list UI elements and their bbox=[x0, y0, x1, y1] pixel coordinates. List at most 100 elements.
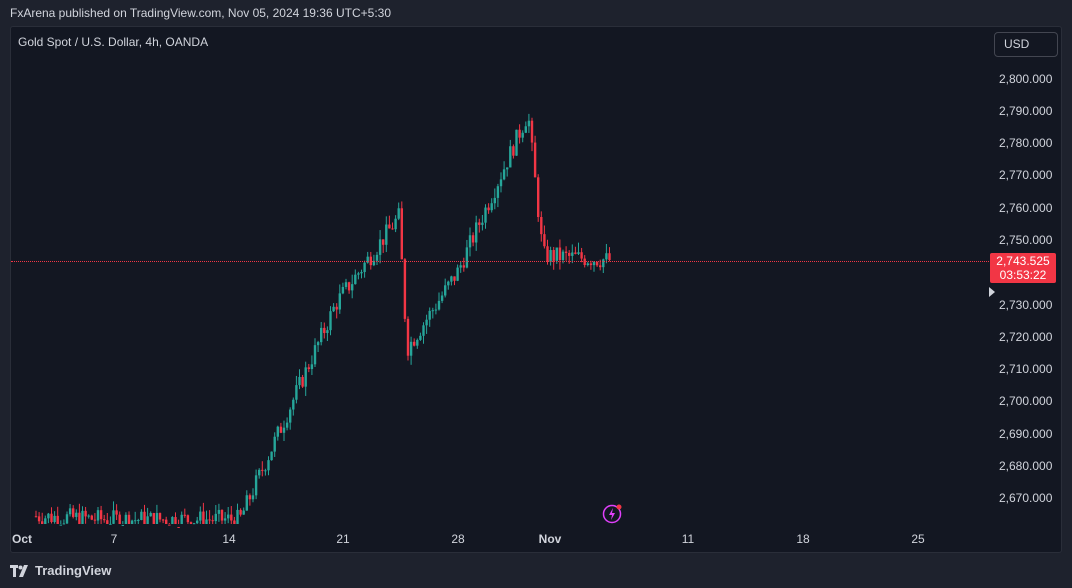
candle-body bbox=[555, 247, 558, 261]
candle-body bbox=[577, 252, 580, 254]
scroll-right-arrow-icon[interactable] bbox=[989, 287, 995, 297]
candle-body bbox=[316, 342, 320, 346]
candle-body bbox=[37, 516, 41, 522]
chart-pane[interactable] bbox=[10, 26, 1062, 553]
date-tick: 18 bbox=[796, 532, 810, 546]
candle-body bbox=[366, 256, 369, 263]
candle-body bbox=[338, 293, 341, 310]
candle-body bbox=[220, 509, 224, 521]
candle-body bbox=[450, 276, 453, 282]
price-tick: 2,690.000 bbox=[999, 427, 1053, 441]
candle-body bbox=[236, 509, 239, 524]
candle-body bbox=[301, 376, 304, 387]
candle-body bbox=[487, 207, 490, 211]
candle-body bbox=[521, 132, 524, 138]
candle-body bbox=[409, 341, 413, 356]
date-tick: 7 bbox=[110, 532, 118, 546]
candle-body bbox=[496, 186, 500, 198]
candle-body bbox=[471, 235, 475, 243]
candle-body bbox=[375, 254, 379, 261]
candle-body bbox=[90, 515, 93, 520]
candle-body bbox=[161, 519, 165, 521]
candle-body bbox=[484, 207, 487, 223]
price-tick: 2,780.000 bbox=[999, 136, 1053, 150]
candle-body bbox=[78, 512, 81, 524]
candle-body bbox=[592, 261, 596, 266]
candle-body bbox=[341, 286, 345, 294]
candle-body bbox=[574, 252, 577, 254]
candle-body bbox=[75, 512, 78, 517]
candle-body bbox=[134, 520, 137, 522]
candle-body bbox=[406, 318, 410, 356]
candle-body bbox=[106, 520, 109, 524]
candle-body bbox=[137, 520, 140, 522]
date-tick: 11 bbox=[681, 532, 695, 546]
candle-body bbox=[385, 224, 388, 245]
price-tick: 2,790.000 bbox=[999, 104, 1053, 118]
candle-body bbox=[183, 514, 186, 516]
candle-body bbox=[118, 514, 121, 524]
price-tick: 2,700.000 bbox=[999, 394, 1053, 408]
candle-body bbox=[459, 265, 462, 268]
candle-body bbox=[413, 341, 416, 346]
candle-body bbox=[171, 517, 174, 524]
candle-body bbox=[499, 179, 503, 187]
candle-body bbox=[558, 247, 562, 261]
tradingview-logo-icon bbox=[10, 564, 28, 577]
date-tick: 28 bbox=[451, 532, 465, 546]
candle-body bbox=[276, 426, 279, 437]
candle-body bbox=[165, 519, 168, 524]
candle-body bbox=[502, 169, 506, 180]
candle-body bbox=[304, 367, 307, 387]
candle-body bbox=[434, 309, 438, 311]
candle-body bbox=[307, 367, 310, 370]
candle-body bbox=[543, 234, 546, 247]
candle-body bbox=[84, 510, 87, 517]
candle-body bbox=[403, 259, 407, 319]
candle-body bbox=[189, 522, 193, 524]
candle-body bbox=[223, 518, 227, 521]
lightning-icon[interactable] bbox=[602, 502, 624, 524]
candle-body bbox=[251, 495, 255, 500]
bar-countdown: 03:53:22 bbox=[999, 268, 1047, 282]
candle-body bbox=[512, 146, 515, 156]
candle-body bbox=[93, 519, 97, 521]
candle-body bbox=[347, 282, 351, 291]
candle-body bbox=[518, 129, 521, 138]
candle-body bbox=[99, 510, 103, 520]
candle-body bbox=[68, 508, 72, 515]
tradingview-brand[interactable]: TradingView bbox=[10, 563, 111, 578]
symbol-title[interactable]: Gold Spot / U.S. Dollar, 4h, OANDA bbox=[18, 35, 209, 49]
candle-body bbox=[397, 208, 400, 219]
candle-body bbox=[96, 510, 100, 521]
candle-body bbox=[211, 520, 214, 522]
candle-body bbox=[351, 284, 354, 291]
candle-body bbox=[444, 285, 447, 296]
candle-body bbox=[62, 523, 66, 525]
candle-body bbox=[168, 524, 171, 526]
candle-body bbox=[490, 203, 493, 211]
candle-body bbox=[419, 335, 422, 340]
candle-body bbox=[320, 327, 323, 343]
candle-body bbox=[87, 515, 90, 517]
candle-body bbox=[400, 208, 403, 260]
candle-body bbox=[44, 518, 47, 524]
candle-body bbox=[196, 520, 199, 524]
candle-body bbox=[242, 510, 245, 515]
candle-body bbox=[152, 513, 155, 524]
candle-body bbox=[422, 325, 425, 336]
brand-name: TradingView bbox=[35, 563, 112, 578]
price-tick: 2,800.000 bbox=[999, 72, 1053, 86]
candle-body bbox=[264, 470, 267, 472]
candle-body bbox=[298, 376, 301, 386]
candle-body bbox=[289, 409, 292, 423]
candle-body bbox=[506, 167, 509, 170]
candle-body bbox=[214, 513, 217, 522]
candle-body bbox=[227, 514, 230, 519]
candle-body bbox=[481, 222, 484, 225]
currency-button[interactable]: USD bbox=[994, 32, 1058, 57]
price-tick: 2,730.000 bbox=[999, 298, 1053, 312]
candle-body bbox=[524, 126, 527, 133]
candle-body bbox=[468, 235, 472, 248]
